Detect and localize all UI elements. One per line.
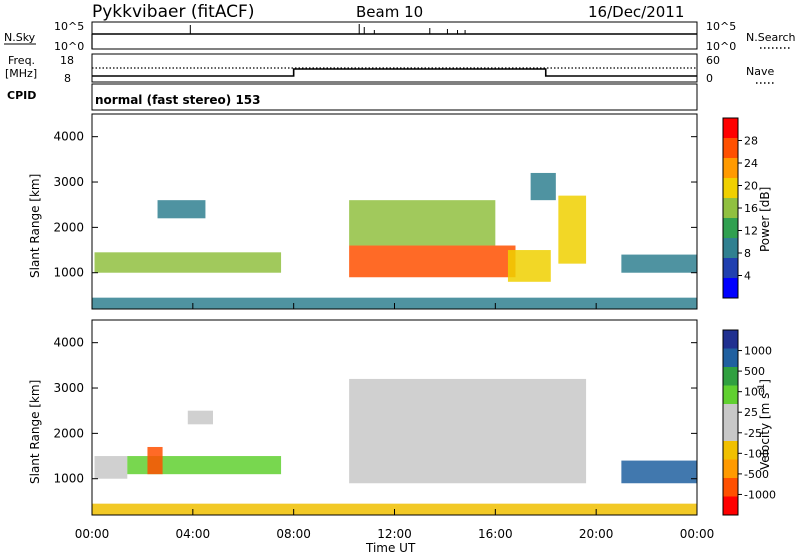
noise-left-label: N.Sky xyxy=(4,31,36,44)
noise-right-label: N.Search xyxy=(746,31,796,44)
colorbar-frame xyxy=(722,329,739,516)
x-tick-label: 00:00 xyxy=(75,527,110,541)
data-region xyxy=(147,446,163,475)
colorbar-segment xyxy=(723,422,738,442)
colorbar-tick-label: -500 xyxy=(744,468,769,481)
freq-label-line2: [MHz] xyxy=(5,67,37,80)
colorbar-tick-label: 25 xyxy=(744,406,758,419)
y-tick-label: 1000 xyxy=(53,472,84,486)
data-region xyxy=(530,172,556,201)
colorbar-segment xyxy=(723,385,738,405)
colorbar-tick-label: 100 xyxy=(744,386,765,399)
colorbar-tick-label: -25 xyxy=(744,427,762,440)
colorbar-segment xyxy=(723,278,738,299)
x-tick-label: 16:00 xyxy=(478,527,513,541)
cpid-frame xyxy=(91,83,698,111)
date-title: 16/Dec/2011 xyxy=(588,3,684,21)
colorbar-segment xyxy=(723,198,738,219)
cpid-text: normal (fast stereo) 153 xyxy=(95,93,261,107)
noise-right-tick-top: 10^5 xyxy=(706,20,736,33)
freq-trace xyxy=(92,68,697,77)
data-region xyxy=(507,250,551,282)
colorbar-segment xyxy=(723,459,738,479)
colorbar-segment xyxy=(723,138,738,159)
y-tick-label: 2000 xyxy=(53,220,84,234)
colorbar-segment xyxy=(723,178,738,199)
colorbar-tick-label: 1000 xyxy=(744,345,772,358)
data-region xyxy=(621,460,697,484)
power-ylabel: Slant Range [km] xyxy=(28,174,42,278)
colorbar-tick-label: -1000 xyxy=(744,488,776,501)
power-colorbar-label: Power [dB] xyxy=(758,187,772,252)
data-region xyxy=(127,456,282,475)
colorbar-tick-label: 20 xyxy=(744,180,758,193)
noise-trace xyxy=(91,24,697,49)
freq-right-tick-top: 60 xyxy=(706,54,720,67)
velocity-ylabel: Slant Range [km] xyxy=(28,380,42,484)
colorbar-segment xyxy=(723,348,738,368)
colorbar-segment xyxy=(723,441,738,460)
colorbar-tick-label: 500 xyxy=(744,365,765,378)
data-region xyxy=(349,200,496,246)
data-region xyxy=(94,456,128,479)
x-tick-label: 08:00 xyxy=(276,527,311,541)
colorbar-segment xyxy=(723,478,738,497)
colorbar-segment xyxy=(723,404,738,423)
power-data xyxy=(92,172,697,309)
y-tick-label: 1000 xyxy=(53,266,84,280)
data-region xyxy=(94,252,282,273)
velocity-colorbar: 1000 500 100 25 -25 -100 -500 -1000 xyxy=(722,329,776,516)
colorbar-segment xyxy=(723,496,738,516)
data-region xyxy=(558,195,587,264)
freq-left-tick-top: 18 xyxy=(60,54,74,67)
colorbar-tick-label: 8 xyxy=(744,247,751,260)
colorbar-tick-label: 28 xyxy=(744,135,758,148)
velocity-data xyxy=(92,378,697,515)
station-title: Pykkvibaer (fitACF) xyxy=(92,2,254,22)
colorbar-segment xyxy=(723,118,738,139)
velocity-colorbar-label: Velocity [m s-1] xyxy=(757,379,772,470)
colorbar-tick-label: -100 xyxy=(744,447,769,460)
nave-label: Nave xyxy=(746,65,774,78)
x-axis: 00:00 04:00 08:00 12:00 16:00 20:00 00:00 xyxy=(75,303,715,541)
data-region xyxy=(157,200,206,219)
cpid-label: CPID xyxy=(7,89,36,102)
x-axis-label: Time UT xyxy=(365,541,416,554)
y-tick-label: 3000 xyxy=(53,381,84,395)
colorbar-tick-label: 4 xyxy=(744,270,751,283)
colorbar-tick-label: 24 xyxy=(744,157,758,170)
beam-title: Beam 10 xyxy=(356,3,423,21)
y-tick-label: 2000 xyxy=(53,426,84,440)
colorbar-segment xyxy=(723,330,738,349)
data-region xyxy=(187,410,213,425)
colorbar-segment xyxy=(723,218,738,239)
freq-right-tick-bottom: 0 xyxy=(706,72,713,85)
noise-left-tick-top: 10^5 xyxy=(54,20,84,33)
colorbar-segment xyxy=(723,238,738,259)
noise-panel-frame xyxy=(91,21,698,50)
colorbar-tick-label: 12 xyxy=(744,225,758,238)
y-tick-label: 3000 xyxy=(53,175,84,189)
noise-right-tick-bottom: 10^0 xyxy=(706,40,736,53)
power-colorbar: 28 24 20 16 12 8 4 xyxy=(722,117,758,299)
x-tick-label: 00:00 xyxy=(680,527,715,541)
data-region xyxy=(349,378,587,484)
x-tick-label: 04:00 xyxy=(176,527,211,541)
colorbar-tick-label: 16 xyxy=(744,202,758,215)
data-region xyxy=(621,254,697,273)
power-yticks: 1000 2000 3000 4000 xyxy=(53,130,697,280)
y-tick-label: 4000 xyxy=(53,336,84,350)
freq-left-tick-bottom: 8 xyxy=(64,72,71,85)
data-region xyxy=(349,245,516,278)
colorbar-segment xyxy=(723,367,738,386)
x-tick-label: 20:00 xyxy=(579,527,614,541)
x-tick-label: 12:00 xyxy=(377,527,412,541)
freq-label-line1: Freq. xyxy=(8,54,35,67)
velocity-yticks: 1000 2000 3000 4000 xyxy=(53,336,697,486)
colorbar-segment xyxy=(723,258,738,279)
y-tick-label: 4000 xyxy=(53,130,84,144)
colorbar-segment xyxy=(723,158,738,179)
noise-left-tick-bottom: 10^0 xyxy=(54,40,84,53)
